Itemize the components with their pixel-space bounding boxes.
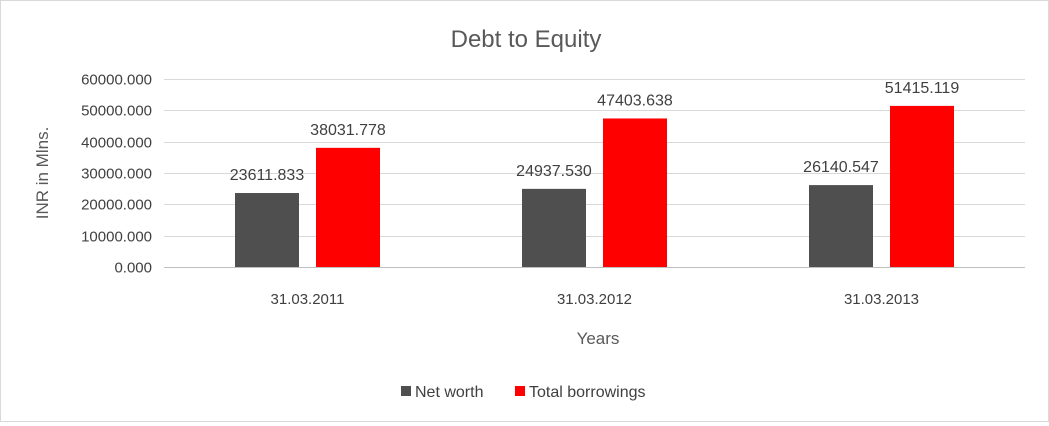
x-tick-label: 31.03.2013 (844, 291, 919, 308)
bar-total-borrowings (316, 147, 380, 267)
legend: Net worth Total borrowings (401, 384, 646, 401)
data-label: 24937.530 (516, 163, 592, 180)
data-label: 47403.638 (597, 92, 673, 109)
legend-label: Net worth (415, 384, 483, 401)
gridlines (164, 79, 1025, 268)
bars: 23611.833 38031.778 24937.530 47403.638 2614… (230, 80, 960, 267)
data-label: 23611.833 (230, 167, 305, 184)
bar-net-worth (522, 188, 586, 267)
legend-label: Total borrowings (529, 384, 646, 401)
bar-net-worth (235, 193, 299, 267)
x-axis-ticks: 31.03.2011 31.03.2012 31.03.2013 (271, 291, 920, 308)
y-axis-title: INR in Mlns. (33, 127, 52, 220)
bar-total-borrowings (890, 105, 954, 267)
y-axis-ticks: 0.000 10000.000 20000.000 30000.000 40000.00… (81, 72, 152, 277)
y-tick-label: 40000.000 (81, 135, 152, 152)
chart-title: Debt to Equity (451, 26, 602, 53)
y-tick-label: 50000.000 (81, 103, 152, 120)
y-tick-label: 60000.000 (81, 72, 152, 89)
y-tick-label: 10000.000 (81, 229, 152, 246)
bar-net-worth (809, 185, 873, 267)
data-label: 26140.547 (803, 159, 879, 176)
data-label: 38031.778 (310, 122, 386, 139)
x-tick-label: 31.03.2011 (271, 291, 345, 308)
legend-swatch (515, 386, 525, 396)
y-tick-label: 30000.000 (81, 166, 152, 183)
x-tick-label: 31.03.2012 (557, 291, 632, 308)
data-label: 51415.119 (885, 80, 960, 97)
legend-swatch (401, 386, 411, 396)
bar-total-borrowings (603, 118, 667, 267)
x-axis-title: Years (577, 329, 620, 348)
y-tick-label: 0.000 (114, 260, 152, 277)
y-tick-label: 20000.000 (81, 197, 152, 214)
